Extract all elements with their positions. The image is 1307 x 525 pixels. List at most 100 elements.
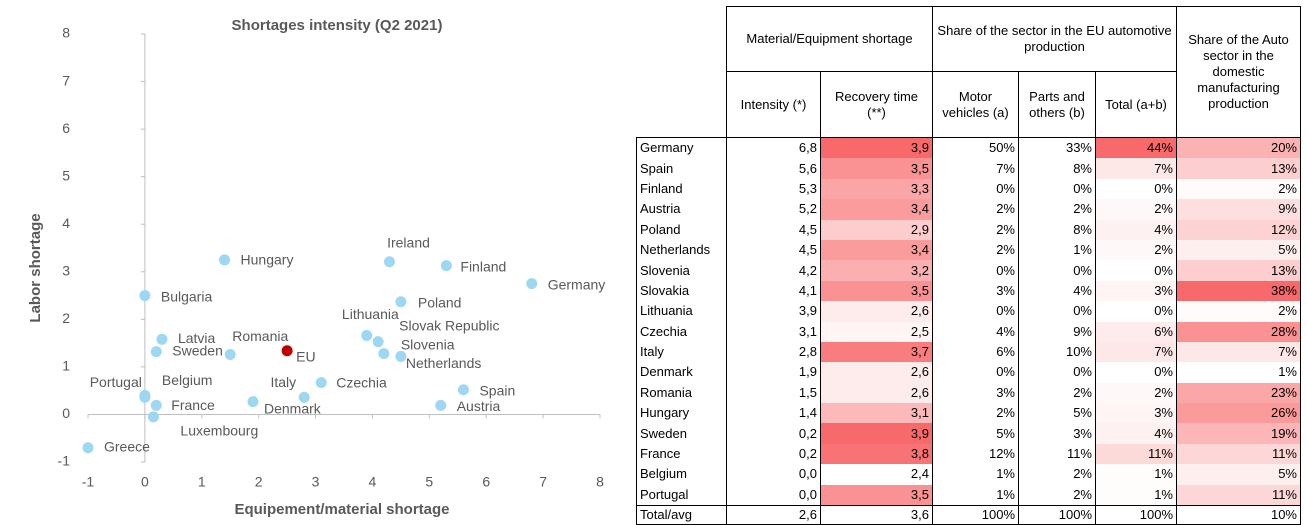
cell: 100% <box>1095 505 1177 525</box>
point <box>395 350 407 362</box>
point-label: Netherlands <box>406 355 482 371</box>
point-label: Slovak Republic <box>399 317 499 333</box>
table-row: Austria 5,2 3,4 2% 2% 2% 9% <box>636 199 1301 220</box>
cell: 0% <box>1095 301 1177 322</box>
header-row: Intensity (*) Recovery time (**) Motor veh… <box>637 71 1301 138</box>
cell: 44% <box>1095 137 1177 159</box>
cell: 2% <box>932 199 1019 220</box>
cell: 4% <box>932 321 1019 342</box>
table-row: Italy 2,8 3,7 6% 10% 7% 7% <box>636 341 1301 363</box>
table-row: Sweden 0,2 3,9 5% 3% 4% 19% <box>636 423 1301 444</box>
point <box>378 348 390 360</box>
point <box>395 296 407 308</box>
point-label: Italy <box>270 374 296 390</box>
column-header: Total (a+b) <box>1095 71 1177 138</box>
point-label: Hungary <box>241 252 294 268</box>
row-label: Lithuania <box>636 301 727 322</box>
cell: 11% <box>1176 484 1301 506</box>
cell: 33% <box>1018 137 1096 159</box>
point-label: Belgium <box>162 372 213 388</box>
x-tick-label: 0 <box>141 474 149 490</box>
chart: Shortages intensity (Q2 2021) Equipement… <box>27 17 605 518</box>
cell: 4,5 <box>726 239 821 261</box>
cell: 2% <box>932 403 1019 424</box>
cell: 2,6 <box>820 301 933 322</box>
point-label: Slovenia <box>401 336 455 352</box>
cell: 3,9 <box>820 137 933 159</box>
cell: 3,4 <box>820 199 933 220</box>
cell: 3,1 <box>820 403 933 424</box>
point-label: EU <box>296 348 315 364</box>
cell: 1,9 <box>726 362 821 383</box>
row-label: Hungary <box>636 403 727 424</box>
cell: 3% <box>1095 280 1177 302</box>
x-axis-title: Equipement/material shortage <box>234 501 449 518</box>
x-tick-label: 6 <box>482 474 490 490</box>
cell: 2% <box>1018 382 1096 404</box>
point-label: Sweden <box>172 342 223 358</box>
cell: 20% <box>1176 137 1301 159</box>
x-tick-label: 5 <box>425 474 433 490</box>
cell: 5% <box>1018 403 1096 424</box>
y-tick-label: 2 <box>62 310 70 326</box>
cell: 10% <box>1018 341 1096 363</box>
cell: 5% <box>1176 464 1301 485</box>
table-row: Spain 5,6 3,5 7% 8% 7% 13% <box>636 158 1301 179</box>
cell: 12% <box>1176 219 1301 240</box>
cell: 4% <box>1095 423 1177 444</box>
point-label: Romania <box>232 328 288 344</box>
point <box>247 396 259 408</box>
cell: 2% <box>1095 239 1177 261</box>
point <box>361 330 373 342</box>
point <box>298 391 310 403</box>
row-label: Poland <box>636 219 727 240</box>
table-row: Portugal 0,0 3,5 1% 2% 1% 11% <box>636 484 1301 506</box>
cell: 2% <box>1176 178 1301 200</box>
table-row: Poland 4,5 2,9 2% 8% 4% 12% <box>636 219 1301 240</box>
cell: 23% <box>1176 382 1301 404</box>
header-row: Material/Equipment shortage Share of the … <box>637 6 1301 138</box>
x-tick-label: 8 <box>596 474 604 490</box>
cell: 7% <box>1095 341 1177 363</box>
point-label: France <box>171 397 215 413</box>
row-label: Belgium <box>636 464 727 485</box>
table-row: Total/avg 2,6 3,6 100% 100% 100% 10% <box>636 505 1301 525</box>
y-tick-label: 8 <box>62 25 70 41</box>
point-label: Ireland <box>387 234 430 250</box>
cell: 8% <box>1018 219 1096 240</box>
cell: 4,2 <box>726 260 821 281</box>
point <box>139 389 151 401</box>
cell: 4,5 <box>726 219 821 240</box>
point <box>457 384 469 396</box>
cell: 5,3 <box>726 178 821 200</box>
point-label: Greece <box>104 438 150 454</box>
x-tick-label: 2 <box>255 474 263 490</box>
table-row: Hungary 1,4 3,1 2% 5% 3% 26% <box>636 403 1301 424</box>
y-tick-label: 3 <box>62 262 70 278</box>
cell: 2% <box>1095 199 1177 220</box>
cell: 4% <box>1095 219 1177 240</box>
row-label: Romania <box>636 382 727 404</box>
cell: 1% <box>1176 362 1301 383</box>
cell: 0,2 <box>726 443 821 465</box>
cell: 5,2 <box>726 199 821 220</box>
cell: 0,0 <box>726 464 821 485</box>
cell: 5,6 <box>726 158 821 179</box>
y-tick-label: 1 <box>62 358 70 374</box>
cell: 2,8 <box>726 341 821 363</box>
table-row: France 0,2 3,8 12% 11% 11% 11% <box>636 443 1301 465</box>
cell: 26% <box>1176 403 1301 424</box>
table-row: Finland 5,3 3,3 0% 0% 0% 2% <box>636 178 1301 200</box>
cell: 2,6 <box>820 382 933 404</box>
cell: 3% <box>932 382 1019 404</box>
table-row: Belgium 0,0 2,4 1% 2% 1% 5% <box>636 464 1301 485</box>
cell: 0% <box>932 362 1019 383</box>
row-label: Slovakia <box>636 280 727 302</box>
y-tick-label: 6 <box>62 120 70 136</box>
row-label: Austria <box>636 199 727 220</box>
cell: 6,8 <box>726 137 821 159</box>
cell: 1,5 <box>726 382 821 404</box>
cell: 0% <box>1018 362 1096 383</box>
point <box>150 399 162 411</box>
